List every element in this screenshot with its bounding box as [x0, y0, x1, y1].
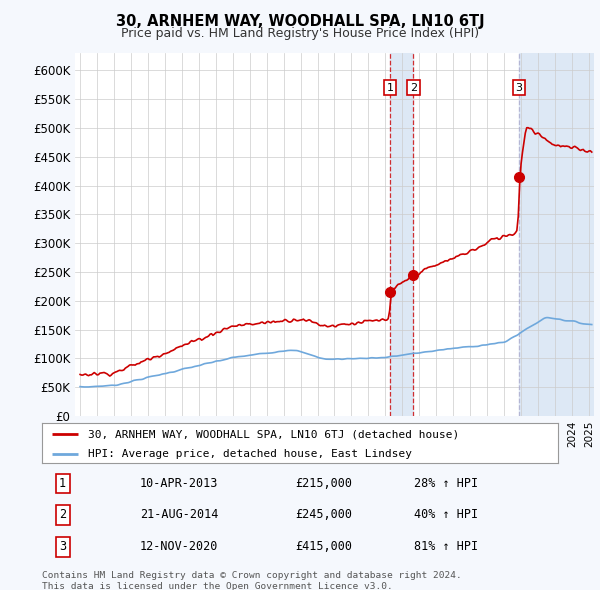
Text: 2: 2	[410, 83, 417, 93]
Text: Contains HM Land Registry data © Crown copyright and database right 2024.
This d: Contains HM Land Registry data © Crown c…	[42, 571, 462, 590]
Bar	[519, 53, 594, 416]
Bar	[390, 53, 413, 416]
Text: 10-APR-2013: 10-APR-2013	[140, 477, 218, 490]
Text: 12-NOV-2020: 12-NOV-2020	[140, 540, 218, 553]
Text: 2: 2	[59, 508, 66, 522]
Text: Price paid vs. HM Land Registry's House Price Index (HPI): Price paid vs. HM Land Registry's House …	[121, 27, 479, 40]
Text: 28% ↑ HPI: 28% ↑ HPI	[413, 477, 478, 490]
Text: 30, ARNHEM WAY, WOODHALL SPA, LN10 6TJ: 30, ARNHEM WAY, WOODHALL SPA, LN10 6TJ	[116, 14, 484, 28]
Text: 81% ↑ HPI: 81% ↑ HPI	[413, 540, 478, 553]
Text: £245,000: £245,000	[295, 508, 352, 522]
Text: 40% ↑ HPI: 40% ↑ HPI	[413, 508, 478, 522]
Text: 21-AUG-2014: 21-AUG-2014	[140, 508, 218, 522]
Text: £215,000: £215,000	[295, 477, 352, 490]
Text: 1: 1	[386, 83, 394, 93]
Text: HPI: Average price, detached house, East Lindsey: HPI: Average price, detached house, East…	[88, 448, 412, 458]
Text: 3: 3	[515, 83, 523, 93]
Text: 30, ARNHEM WAY, WOODHALL SPA, LN10 6TJ (detached house): 30, ARNHEM WAY, WOODHALL SPA, LN10 6TJ (…	[88, 430, 460, 440]
Text: 3: 3	[59, 540, 66, 553]
Text: 1: 1	[59, 477, 66, 490]
Text: £415,000: £415,000	[295, 540, 352, 553]
